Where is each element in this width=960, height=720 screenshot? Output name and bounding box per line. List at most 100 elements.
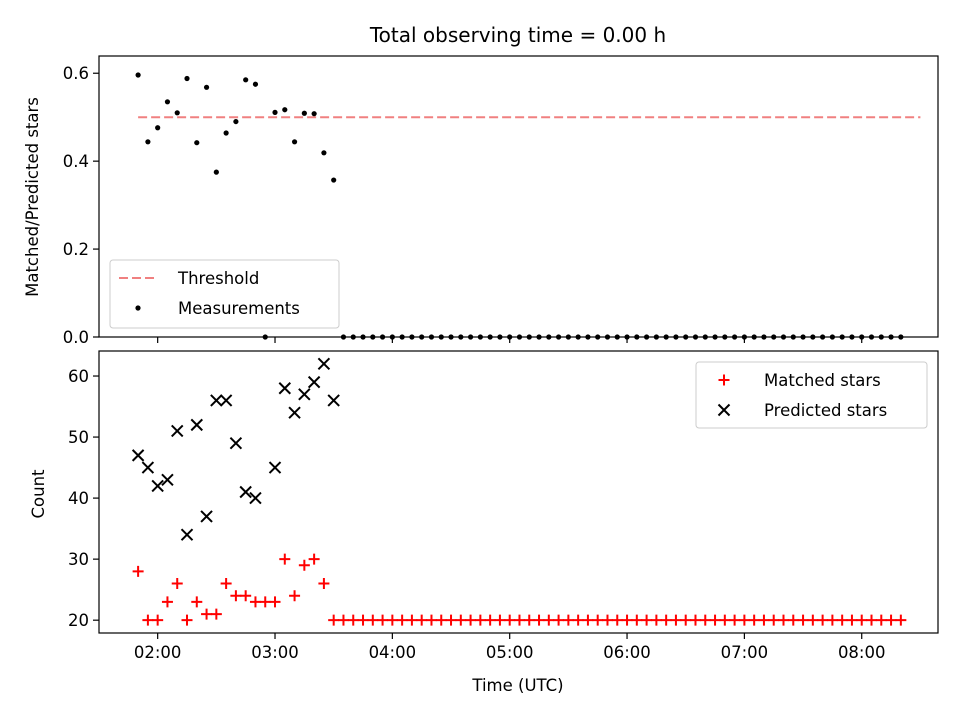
predicted-stars-point <box>327 394 340 407</box>
measurement-point <box>262 334 268 340</box>
measurement-point <box>604 334 611 340</box>
measurement-point <box>839 334 845 340</box>
top-panel: 0.0 0.2 0.4 0.6 Threshold Measurements <box>63 55 939 347</box>
matched-stars-point <box>513 614 525 626</box>
matched-stars-point <box>621 614 633 626</box>
y-tick-label: 50 <box>68 428 89 447</box>
matched-stars-point <box>533 614 545 626</box>
x-tick-label: 06:00 <box>603 643 651 662</box>
matched-stars-point <box>357 614 369 626</box>
measurement-point <box>194 140 200 146</box>
bottom-legend: Matched stars Predicted stars <box>695 361 928 429</box>
legend-label: Matched stars <box>764 371 881 390</box>
measurement-point <box>360 334 366 340</box>
measurement-point <box>732 334 738 340</box>
matched-stars-point <box>406 614 418 626</box>
predicted-stars-point <box>180 528 194 541</box>
measurement-point <box>399 334 405 340</box>
predicted-stars-point <box>151 479 164 493</box>
matched-stars-point <box>210 608 222 620</box>
matched-stars-point <box>220 578 232 590</box>
measurement-point <box>536 334 542 340</box>
predicted-stars-point <box>268 461 282 474</box>
matched-stars-point <box>377 614 389 626</box>
matched-stars-point <box>249 596 261 608</box>
measurement-point <box>448 334 454 340</box>
measurement-point <box>780 334 787 340</box>
measurement-point <box>820 334 826 340</box>
matched-stars-point <box>308 553 320 565</box>
matched-stars-point <box>259 596 271 608</box>
measurement-point <box>164 99 171 105</box>
matched-stars-point <box>494 614 506 626</box>
y-tick-label: 0.2 <box>63 240 89 259</box>
matched-stars-point <box>729 614 741 626</box>
predicted-stars-point <box>288 406 301 419</box>
measurement-point <box>516 334 523 340</box>
measurement-point <box>761 334 767 340</box>
measurement-point <box>712 334 718 340</box>
matched-stars-point <box>562 614 574 626</box>
measurement-point <box>829 334 835 340</box>
measurement-point <box>555 334 562 340</box>
measurement-point <box>243 77 249 83</box>
matched-stars-point <box>689 614 701 626</box>
y-tick-label: 0.4 <box>63 152 89 171</box>
matched-stars-point <box>416 614 428 626</box>
measurement-point <box>692 334 699 340</box>
matched-stars-point <box>592 614 604 626</box>
matched-stars-point <box>768 614 780 626</box>
matched-stars-point <box>347 614 359 626</box>
legend-label: Measurements <box>178 299 300 318</box>
matched-stars-point <box>269 596 281 608</box>
measurement-point <box>868 334 875 340</box>
measurement-point <box>311 111 317 117</box>
measurement-point <box>497 334 503 340</box>
matched-stars-point <box>611 614 623 626</box>
matched-stars-point <box>885 614 897 626</box>
matched-stars-point <box>582 614 594 626</box>
matched-stars-point <box>191 596 203 608</box>
matched-stars-point <box>386 614 398 626</box>
matched-stars-point <box>807 614 819 626</box>
measurement-point <box>252 81 259 87</box>
measurement-point <box>673 334 679 340</box>
matched-stars-point <box>523 614 535 626</box>
measurement-point <box>135 72 141 78</box>
matched-stars-point <box>181 614 193 626</box>
matched-stars-point <box>230 590 242 602</box>
measurement-point <box>702 334 708 340</box>
measurement-point <box>849 334 855 340</box>
matched-stars-point <box>289 590 301 602</box>
matched-stars-point <box>719 614 731 626</box>
measurement-point <box>331 177 337 183</box>
measurement-point <box>223 130 229 136</box>
measurement-point <box>389 334 395 340</box>
predicted-stars-point <box>298 388 311 401</box>
measurement-point <box>800 334 806 340</box>
predicted-stars-point <box>307 375 321 389</box>
matched-stars-point <box>337 614 349 626</box>
predicted-stars-point <box>249 491 262 505</box>
matched-stars-point <box>875 614 887 626</box>
predicted-stars-point <box>317 357 331 371</box>
matched-stars-point <box>777 614 789 626</box>
measurement-point <box>751 334 757 340</box>
legend-box <box>695 361 928 429</box>
measurement-point <box>741 334 747 340</box>
x-tick-label: 02:00 <box>134 643 182 662</box>
bottom-panel: 20 30 40 50 60 02:00 03:00 04:00 05:00 06:00 07:00… <box>68 350 939 662</box>
predicted-stars-point <box>200 510 213 523</box>
y-tick-label: 20 <box>68 611 89 630</box>
x-tick-label: 08:00 <box>838 643 886 662</box>
measurement-point <box>458 334 464 340</box>
matched-stars-point <box>650 614 662 626</box>
measurement-point <box>898 334 904 340</box>
measurement-point <box>507 334 513 340</box>
measurement-point <box>810 334 816 340</box>
matched-stars-point <box>826 614 838 626</box>
matched-stars-point <box>484 614 496 626</box>
measurement-point <box>565 334 571 340</box>
measurement-point <box>722 334 728 340</box>
measurement-point <box>859 334 865 340</box>
